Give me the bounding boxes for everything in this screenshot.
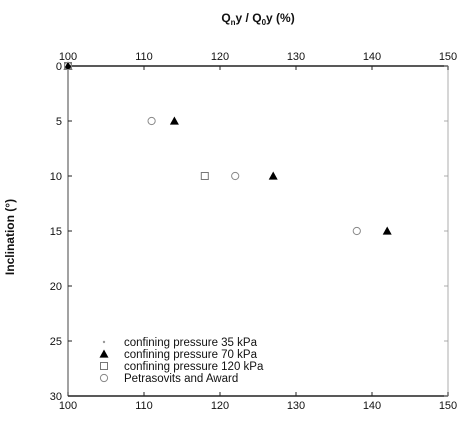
tick-group: 100 100 110 110 120 120 130 130 140 140 150 150 0 5 10…	[50, 51, 457, 412]
x-tick-label-bottom: 150	[439, 400, 457, 412]
x-axis-title: Qny / Q0y (%)	[221, 11, 294, 27]
legend-label-3: confining pressure 120 kPa	[124, 361, 264, 373]
legend-label-2: confining pressure 70 kPa	[124, 349, 258, 361]
legend-marker-4	[99, 373, 109, 383]
data-point-series-4	[231, 171, 240, 181]
y-tick-label: 15	[50, 226, 62, 238]
legend-marker-1	[102, 340, 106, 344]
legend-marker-3	[100, 362, 108, 370]
x-tick-label-top: 120	[211, 51, 229, 63]
y-tick-label: 10	[50, 171, 62, 183]
y-tick-label: 0	[56, 61, 62, 73]
data-point-series-4	[63, 61, 73, 71]
x-tick-label-top: 130	[287, 51, 305, 63]
x-tick-label-bottom: 130	[287, 400, 305, 412]
y-tick-label: 5	[56, 116, 62, 128]
data-point-series-2	[382, 226, 392, 235]
x-tick-label-top: 110	[135, 51, 153, 63]
legend-label-4: Petrasovits and Award	[124, 373, 238, 385]
x-tick-label-top: 150	[439, 51, 457, 63]
x-tick-label-top: 140	[363, 51, 381, 63]
y-axis-title: Inclination (°)	[3, 199, 17, 275]
data-point-series-2	[169, 116, 179, 125]
legend-marker-2	[99, 349, 109, 358]
x-tick-label-bottom: 120	[211, 400, 229, 412]
x-tick-label-top: 100	[59, 51, 77, 63]
y-tick-label: 25	[50, 336, 62, 348]
y-tick-label: 30	[50, 391, 62, 403]
legend-label-1: confining pressure 35 kPa	[124, 337, 258, 349]
data-point-series-4	[147, 116, 156, 126]
x-tick-label-bottom: 110	[135, 400, 153, 412]
data-point-series-3	[200, 172, 209, 180]
data-point-series-4	[352, 226, 361, 236]
y-tick-label: 20	[50, 281, 62, 293]
data-point-series-2	[63, 61, 73, 70]
data-marks-group	[63, 61, 392, 236]
data-point-series-2	[268, 171, 278, 180]
x-tick-label-bottom: 100	[59, 400, 77, 412]
x-tick-label-bottom: 140	[363, 400, 381, 412]
